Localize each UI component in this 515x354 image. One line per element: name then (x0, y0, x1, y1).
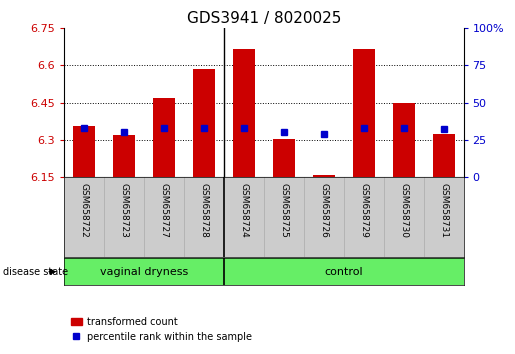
Title: GDS3941 / 8020025: GDS3941 / 8020025 (187, 11, 341, 26)
Bar (73, 126, 95, 177)
Legend: transformed count, percentile rank within the sample: transformed count, percentile rank withi… (66, 313, 256, 346)
Bar (273, 139, 295, 177)
Text: disease state: disease state (3, 267, 67, 277)
Text: GSM658728: GSM658728 (200, 183, 209, 238)
Bar (233, 50, 255, 177)
Bar (353, 50, 375, 177)
Text: GSM658722: GSM658722 (80, 183, 89, 238)
Bar (193, 69, 215, 177)
Bar (433, 134, 455, 177)
Bar (153, 98, 175, 177)
Text: control: control (324, 267, 363, 277)
Text: GSM658723: GSM658723 (120, 183, 129, 238)
Bar (113, 135, 135, 177)
Text: GSM658724: GSM658724 (239, 183, 248, 238)
Text: GSM658729: GSM658729 (359, 183, 368, 238)
Text: GSM658726: GSM658726 (319, 183, 328, 238)
Text: GSM658725: GSM658725 (280, 183, 288, 238)
Text: GSM658727: GSM658727 (160, 183, 168, 238)
Text: GSM658730: GSM658730 (399, 183, 408, 238)
Bar (392, 103, 415, 177)
Bar (313, 175, 335, 177)
Text: GSM658731: GSM658731 (439, 183, 448, 238)
Text: vaginal dryness: vaginal dryness (100, 267, 188, 277)
